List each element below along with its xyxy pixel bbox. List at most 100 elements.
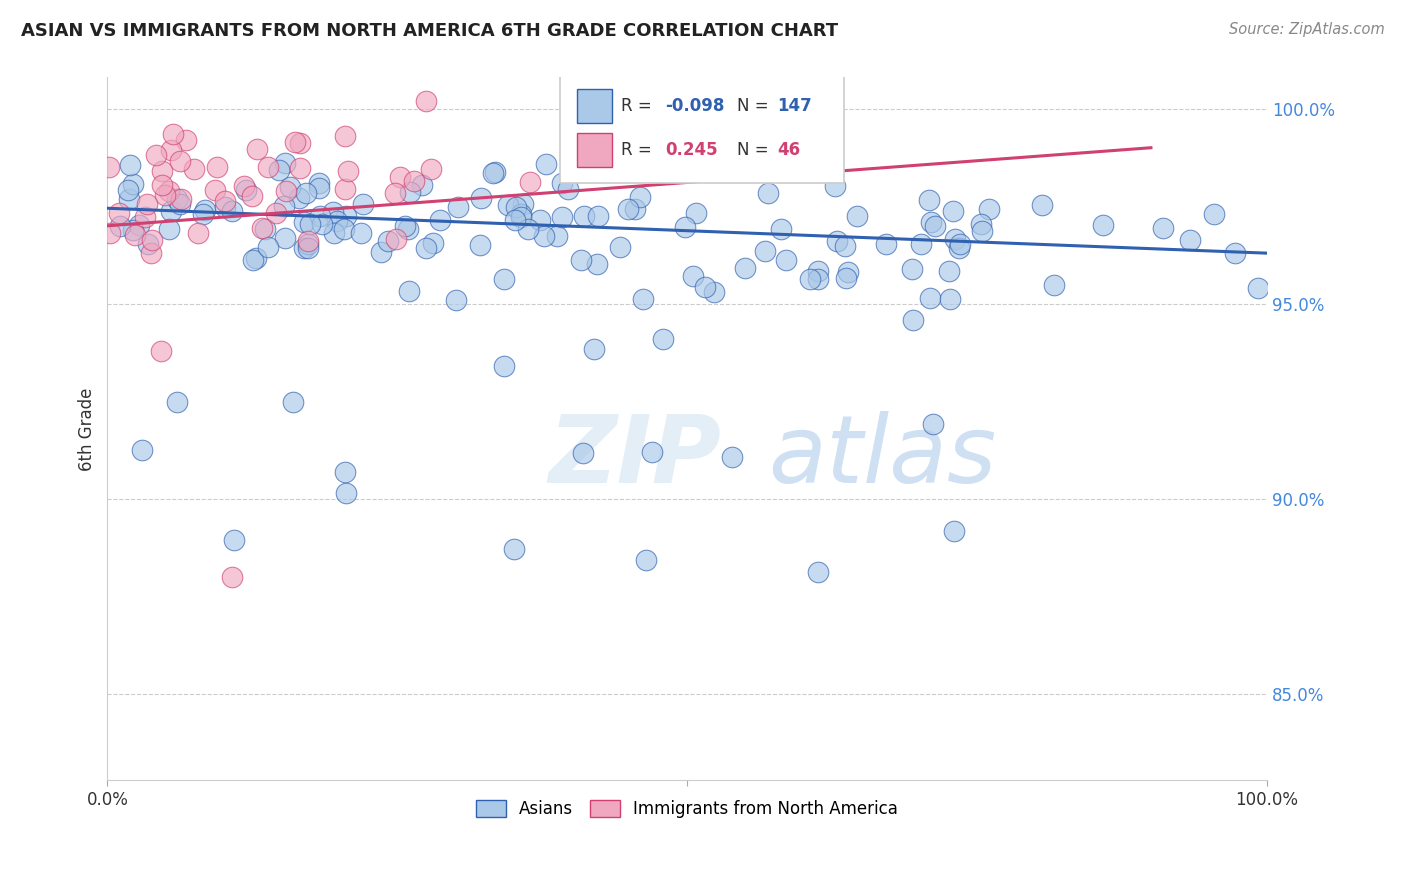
Text: -0.098: -0.098 (665, 97, 724, 115)
Point (492, 359, 515, 373)
Point (837, 265, 859, 279)
Point (641, 445, 664, 459)
Point (503, 213, 526, 227)
Point (170, 192, 193, 206)
Point (97, 160, 120, 174)
Text: R =: R = (621, 141, 652, 159)
Point (332, 222, 354, 236)
Point (482, 165, 505, 179)
Point (1225, 245, 1247, 260)
Point (415, 94, 437, 108)
Point (160, 204, 183, 219)
Point (107, 206, 129, 220)
Point (546, 228, 568, 243)
Point (609, 240, 631, 254)
Point (150, 178, 173, 193)
Point (519, 175, 541, 189)
Point (352, 196, 374, 211)
Point (333, 182, 356, 196)
Point (901, 261, 924, 276)
Point (969, 217, 991, 231)
Point (948, 241, 970, 255)
Point (529, 212, 551, 227)
Point (384, 186, 406, 200)
Point (124, 227, 146, 242)
Text: atlas: atlas (768, 411, 997, 502)
Point (118, 192, 141, 206)
Point (775, 253, 797, 268)
Point (942, 204, 965, 219)
Point (572, 446, 595, 460)
Point (240, 189, 263, 203)
Point (419, 161, 441, 176)
Point (617, 202, 640, 216)
Point (938, 264, 960, 278)
Point (634, 553, 657, 567)
Point (389, 170, 412, 185)
Text: 46: 46 (778, 141, 800, 159)
Point (910, 236, 932, 251)
Point (734, 261, 756, 276)
Point (335, 209, 357, 223)
Point (157, 184, 180, 198)
Point (295, 186, 318, 201)
Text: ASIAN VS IMMIGRANTS FROM NORTH AMERICA 6TH GRADE CORRELATION CHART: ASIAN VS IMMIGRANTS FROM NORTH AMERICA 6… (21, 22, 838, 40)
Point (370, 244, 392, 259)
Point (1153, 221, 1175, 235)
Point (145, 147, 167, 161)
Point (257, 161, 280, 175)
Point (807, 272, 830, 286)
Point (939, 293, 962, 307)
Point (921, 417, 943, 431)
Point (122, 223, 145, 237)
Point (571, 252, 593, 267)
Point (159, 143, 181, 157)
Point (756, 186, 779, 200)
Point (920, 215, 942, 229)
Point (572, 209, 595, 223)
Point (588, 209, 610, 223)
Point (281, 395, 304, 409)
Point (297, 236, 319, 251)
Point (250, 220, 273, 235)
Point (924, 219, 946, 233)
Bar (576, 133, 612, 167)
Point (322, 205, 344, 219)
Point (949, 236, 972, 251)
Point (396, 221, 419, 235)
Point (166, 192, 188, 206)
Point (394, 219, 416, 234)
Point (422, 236, 444, 251)
Bar (576, 89, 612, 123)
Point (970, 224, 993, 238)
Point (98, 226, 121, 240)
Point (264, 206, 287, 220)
Point (444, 293, 467, 307)
Point (174, 133, 197, 147)
Point (551, 176, 574, 190)
Point (292, 241, 315, 255)
Point (187, 227, 209, 241)
Point (169, 197, 191, 211)
Point (278, 180, 301, 194)
Point (468, 238, 491, 252)
Text: Source: ZipAtlas.com: Source: ZipAtlas.com (1229, 22, 1385, 37)
Point (150, 343, 173, 358)
Point (447, 200, 470, 214)
Point (335, 129, 357, 144)
Point (214, 200, 236, 214)
Point (1091, 218, 1114, 232)
Point (673, 220, 696, 235)
Point (834, 238, 856, 252)
Point (131, 443, 153, 458)
Point (484, 164, 506, 178)
Point (582, 342, 605, 356)
Point (825, 234, 848, 248)
Point (204, 183, 226, 197)
Point (824, 179, 846, 194)
Point (807, 566, 830, 580)
Point (1031, 198, 1053, 212)
Point (246, 142, 269, 156)
Point (139, 245, 162, 260)
Point (141, 233, 163, 247)
